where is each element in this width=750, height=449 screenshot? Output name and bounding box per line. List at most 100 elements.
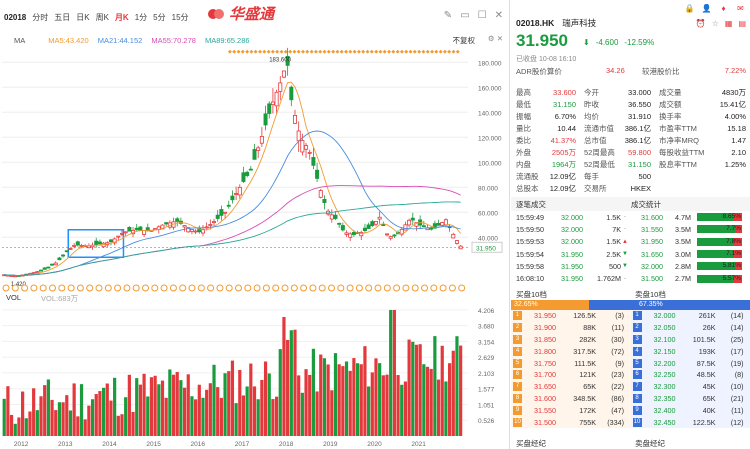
alert-icon[interactable]: ⏰ (695, 19, 706, 28)
ask-price: 32.350 (653, 393, 676, 403)
calendar-icon[interactable]: ▦ (724, 19, 733, 28)
stat-value: 31.150 (628, 160, 651, 170)
period-tab[interactable]: 分时 (32, 12, 49, 22)
period-tab[interactable]: 1分 (134, 12, 148, 22)
stat-value: 33.000 (628, 87, 651, 97)
candle-body (337, 222, 342, 225)
bid-price: 31.850 (534, 334, 556, 344)
event-marker: ◆ (288, 49, 292, 55)
event-marker: ◆ (254, 49, 258, 55)
bid-level[interactable]: 10 31.500 755K (334) (511, 416, 631, 428)
ask-level[interactable]: 10 32.450 122.5K (12) (630, 416, 750, 428)
event-circle (272, 284, 280, 292)
vol-bar (396, 375, 400, 436)
candle-body (270, 101, 275, 106)
ask-level[interactable]: 9 32.400 40K (11) (630, 404, 750, 417)
vol-bar (216, 387, 220, 436)
stat-label: 振幅 (516, 111, 531, 121)
ask-price: 32.250 (653, 370, 676, 380)
trade-row: 15:59:49 32.000 1.5K - 31.600 4.7M 8.65% (511, 211, 750, 223)
minimize-icon[interactable]: ▭ (460, 10, 470, 21)
candle-body (248, 168, 253, 171)
event-marker: ◆ (417, 49, 421, 55)
vol-bar (9, 414, 14, 436)
trade-row: 15:59:54 31.950 2.5K ▼ 31.650 3.0M 7.1% (511, 248, 750, 260)
candle-body (13, 275, 18, 278)
adjust-select[interactable]: 不复权 (452, 36, 476, 45)
grid-icon[interactable]: ▤ (738, 19, 746, 28)
maximize-icon[interactable]: ☐ (477, 10, 487, 21)
candle-body (267, 103, 272, 114)
candle-body (46, 266, 51, 269)
bid-level[interactable]: 8 31.600 348.5K (86) (511, 392, 631, 405)
trade-time: 15:59:49 (516, 212, 544, 222)
mail-icon[interactable]: ✉ (737, 4, 744, 13)
bid-level[interactable]: 3 31.850 282K (30) (511, 333, 631, 346)
event-circle (39, 284, 47, 292)
ask-level[interactable]: 2 32.050 26K (14) (630, 321, 750, 334)
candle-body (226, 204, 231, 207)
stats-row: 最高 33.600 今开 33.000 成交量 4830万 (516, 86, 746, 98)
event-circle (402, 284, 410, 292)
vol-bar (205, 389, 209, 436)
bid-level[interactable]: 9 31.550 172K (47) (511, 404, 631, 417)
ask-level[interactable]: 4 32.150 193K (17) (630, 345, 750, 358)
bid-level[interactable]: 4 31.800 317.5K (72) (511, 345, 631, 358)
volume-chart[interactable]: 0.526 1.051 1.577 2.103 2.629 3.154 3.680 4.206 (0, 303, 510, 438)
trade-price: 31.950 (561, 249, 583, 259)
ask-level[interactable]: 1 32.000 261K (14) (630, 310, 750, 322)
period-tab[interactable]: 日K (76, 12, 90, 22)
vol-tick-label: 1.577 (478, 387, 495, 394)
settings-icon[interactable]: ⚙ ✕ (487, 34, 503, 43)
event-marker: ◆ (237, 49, 241, 55)
event-marker: ◆ (232, 49, 236, 55)
period-tab-active[interactable]: 月K (114, 12, 129, 22)
bid-broker-tab[interactable]: 买盘经纪 (516, 438, 546, 448)
lock-icon[interactable]: 🔒 (684, 4, 695, 13)
period-tab[interactable]: 周K (95, 12, 109, 22)
vol-bar (190, 396, 194, 436)
trades-tab[interactable]: 逐笔成交 (516, 199, 546, 209)
vol-bar (311, 348, 316, 436)
event-marker: ◆ (434, 49, 438, 55)
event-marker: ◆ (258, 49, 262, 55)
close-icon[interactable]: ✕ (494, 10, 503, 21)
vol-bar (50, 399, 54, 436)
period-tab[interactable]: 5分 (153, 12, 166, 22)
pin-icon[interactable]: ✎ (443, 10, 453, 21)
candle-body (322, 198, 327, 203)
ask-price: 32.200 (653, 358, 676, 368)
bid-level[interactable]: 2 31.900 88K (11) (511, 321, 631, 334)
ask-level[interactable]: 8 32.350 65K (21) (630, 392, 750, 405)
period-tab[interactable]: 五日 (54, 12, 71, 22)
ask-level[interactable]: 5 32.200 87.5K (19) (630, 357, 750, 369)
period-tab[interactable]: 15分 (171, 12, 189, 22)
x-tick-label: 2017 (235, 441, 250, 448)
ask-broker-tab[interactable]: 卖盘经纪 (635, 438, 665, 448)
bell-icon[interactable]: ♦ (721, 4, 726, 13)
candle-body (307, 151, 312, 154)
bid-level[interactable]: 5 31.750 111.5K (9) (511, 357, 631, 369)
ask-level[interactable]: 6 32.250 48.5K (8) (630, 368, 750, 381)
ask-level[interactable]: 7 32.300 45K (10) (630, 380, 750, 393)
event-circle (21, 284, 29, 292)
orderbook-header: 买盘10档 卖盘10档 (511, 289, 750, 300)
ask-level[interactable]: 3 32.100 101.5K (25) (630, 333, 750, 346)
kline-chart[interactable]: 40.000 60.000 80.000 100.000 120.000 140.000 1… (0, 46, 510, 311)
vol-bar (2, 398, 6, 436)
event-marker: ◆ (250, 49, 254, 55)
favorite-icon[interactable]: ☆ (711, 19, 719, 28)
bid-level[interactable]: 6 31.700 121K (23) (511, 368, 631, 381)
event-marker: ◆ (452, 49, 456, 55)
vol-bar (87, 405, 91, 436)
bid-level[interactable]: 7 31.650 65K (22) (511, 380, 631, 393)
trades-list[interactable]: 15:59:49 32.000 1.5K -31.600 4.7M 8.65% 15:59:… (511, 211, 750, 285)
y-tick-label: 100.000 (478, 160, 502, 167)
vol-bar (43, 385, 47, 436)
trade-row: 15:59:53 32.000 1.5K ▲ 31.950 3.5M 7.8% (511, 236, 750, 248)
stats-tab[interactable]: 成交统计 (631, 199, 661, 209)
user-icon[interactable]: 👤 (701, 4, 712, 13)
bid-level[interactable]: 1 31.950 126.5K (3) (511, 310, 631, 322)
bid-count: (3) (615, 311, 624, 321)
ask-volume: 122.5K (692, 417, 716, 427)
